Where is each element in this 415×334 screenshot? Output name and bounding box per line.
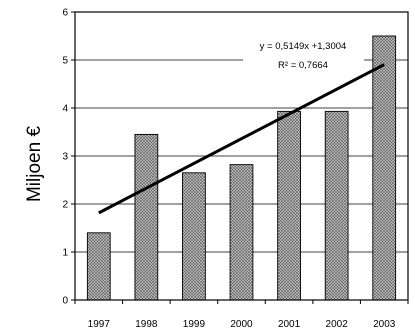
bar xyxy=(134,133,159,301)
trendline-group xyxy=(98,37,385,215)
x-tick-label: 2003 xyxy=(373,319,396,330)
plot-frame xyxy=(74,11,409,301)
x-tick-label: 2001 xyxy=(278,319,301,330)
bar xyxy=(372,35,397,301)
bar xyxy=(324,110,349,301)
trendline-r-squared: R² = 0,7664 xyxy=(278,60,328,71)
y-axis-title: Miljoen € xyxy=(24,126,45,202)
trendline xyxy=(98,63,385,215)
x-tick-label: 1997 xyxy=(88,319,111,330)
bar xyxy=(86,232,111,301)
bar xyxy=(182,172,206,301)
y-tick-label: 2 xyxy=(62,200,68,211)
y-tick-label: 1 xyxy=(62,248,68,259)
x-tick-label: 1999 xyxy=(183,319,206,330)
bar xyxy=(229,164,254,301)
trendline-equation: y = 0,5149x +1,3004 xyxy=(260,41,347,52)
y-tick-label: 5 xyxy=(62,56,68,67)
bar xyxy=(277,110,301,301)
y-tick-label: 6 xyxy=(62,8,68,19)
axes xyxy=(71,11,409,304)
y-tick-label: 0 xyxy=(62,296,68,307)
trendline-label-background xyxy=(243,37,364,73)
bars xyxy=(86,35,397,301)
x-tick-label: 1998 xyxy=(135,319,158,330)
labels: 0 1 2 3 4 5 6 1997 1998 1999 2000 2001 2002 2003 y = 0… xyxy=(24,8,396,331)
y-tick-label: 4 xyxy=(62,104,68,115)
x-tick-label: 2000 xyxy=(230,319,253,330)
x-tick-label: 2002 xyxy=(326,319,349,330)
y-tick-label: 3 xyxy=(62,152,68,163)
